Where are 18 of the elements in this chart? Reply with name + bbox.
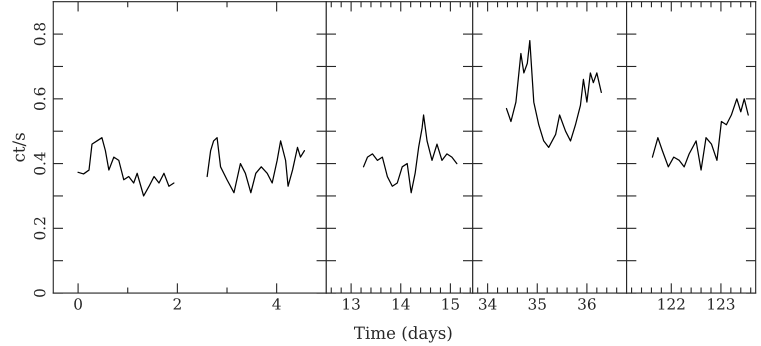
x-tick-label: 123 (708, 298, 734, 310)
y-tick-label: 0.6 (34, 88, 46, 110)
x-tick-label: 15 (442, 298, 459, 310)
x-axis-title: Time (days) (354, 326, 452, 343)
x-tick-label: 13 (343, 298, 360, 310)
x-tick-label: 36 (578, 298, 596, 310)
y-axis-title: ct/s (12, 133, 26, 162)
x-tick-label: 35 (528, 298, 546, 310)
y-tick-label: 0.2 (34, 218, 46, 240)
y-tick-label: 0 (34, 289, 46, 297)
x-tick-label: 2 (174, 298, 181, 310)
y-tick-label: 0.4 (34, 152, 46, 175)
y-tick-label: 0.8 (34, 22, 46, 46)
x-tick-label: 122 (658, 298, 684, 310)
x-tick-label: 14 (392, 298, 410, 310)
x-tick-label: 4 (272, 298, 281, 310)
x-tick-label: 0 (74, 298, 82, 310)
x-tick-label: 34 (479, 298, 497, 310)
